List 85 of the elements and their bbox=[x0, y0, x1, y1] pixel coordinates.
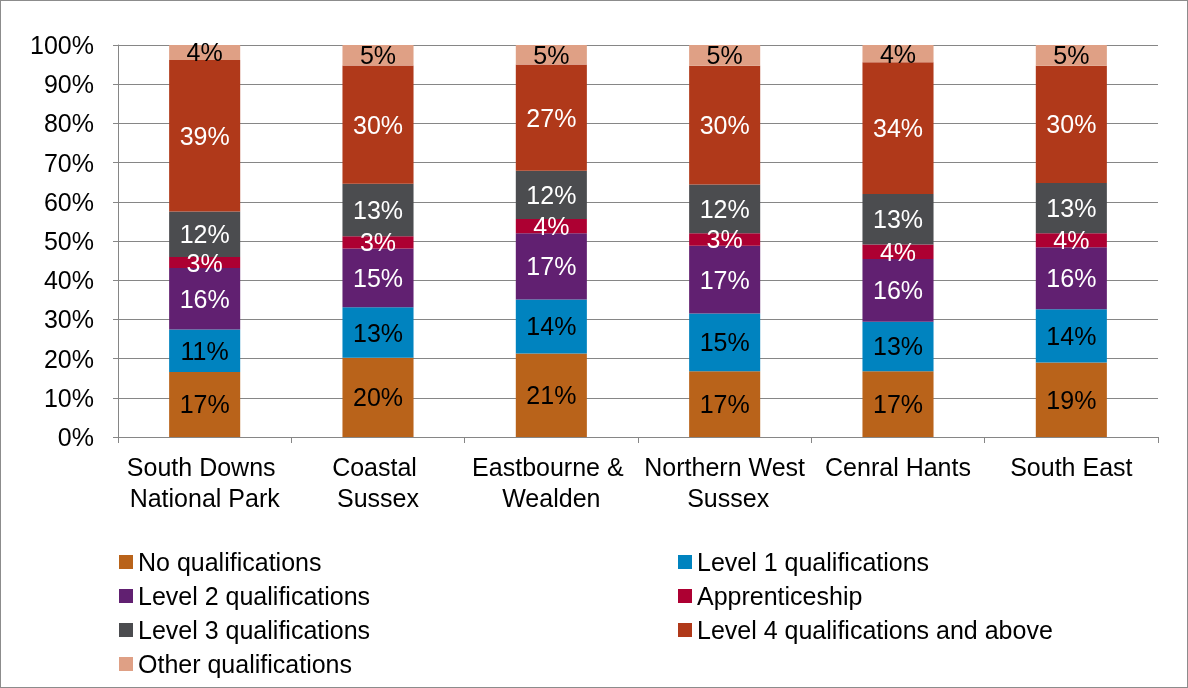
data-label: 5% bbox=[533, 40, 570, 69]
data-label: 34% bbox=[872, 114, 924, 143]
data-label: 4% bbox=[879, 39, 917, 68]
data-label: 30% bbox=[352, 110, 404, 139]
data-label: 15% bbox=[699, 328, 750, 357]
data-label: 13% bbox=[352, 318, 404, 347]
y-tick-label: 10% bbox=[43, 383, 94, 412]
data-label: 14% bbox=[1046, 321, 1097, 350]
legend-label: No qualifications bbox=[138, 548, 322, 576]
data-label: 13% bbox=[872, 205, 924, 234]
bar bbox=[862, 193, 934, 245]
data-label: 17% bbox=[179, 390, 230, 419]
data-label: 17% bbox=[699, 390, 750, 419]
y-tick-label: 30% bbox=[43, 305, 94, 334]
data-label: 5% bbox=[359, 41, 397, 70]
legend-label: Level 2 qualifications bbox=[138, 582, 371, 610]
y-tick-label: 70% bbox=[43, 148, 94, 177]
data-label: 39% bbox=[179, 121, 230, 150]
data-label: 16% bbox=[1046, 264, 1097, 293]
y-tick-label: 80% bbox=[43, 109, 94, 138]
data-label: 13% bbox=[352, 196, 404, 225]
bar bbox=[1035, 65, 1107, 183]
y-tick-label: 50% bbox=[43, 227, 94, 255]
data-label: 3% bbox=[706, 225, 743, 254]
data-label: 4% bbox=[186, 38, 223, 67]
data-label: 11% bbox=[180, 336, 229, 365]
bar bbox=[1035, 309, 1107, 363]
data-label: 17% bbox=[872, 390, 924, 419]
data-label: 17% bbox=[699, 265, 750, 294]
data-label: 5% bbox=[706, 41, 743, 70]
y-tick-label: 60% bbox=[43, 187, 94, 216]
y-tick-label: 0% bbox=[57, 423, 94, 451]
data-label: 17% bbox=[526, 252, 577, 281]
data-label: 27% bbox=[526, 103, 577, 132]
y-tick-label: 100% bbox=[30, 31, 94, 59]
bar bbox=[862, 259, 934, 322]
data-label: 4% bbox=[879, 237, 917, 266]
data-label: 16% bbox=[872, 276, 924, 305]
x-tick-label: Coastal Sussex bbox=[332, 452, 424, 512]
x-tick-label: South Downs National Park bbox=[126, 452, 283, 512]
data-label: 16% bbox=[179, 284, 230, 313]
data-label: 4% bbox=[1053, 226, 1090, 255]
data-label: 4% bbox=[533, 212, 570, 241]
data-label: 30% bbox=[1046, 110, 1097, 139]
y-tick-label: 40% bbox=[43, 266, 94, 295]
data-label: 30% bbox=[699, 111, 750, 140]
data-label: 13% bbox=[872, 332, 924, 361]
bar bbox=[515, 64, 587, 171]
bar bbox=[862, 62, 934, 194]
legend-label: Other qualifications bbox=[138, 650, 353, 678]
legend-label: Apprenticeship bbox=[697, 582, 863, 610]
bar bbox=[342, 65, 414, 184]
bar bbox=[169, 371, 241, 437]
data-label: 20% bbox=[352, 383, 404, 412]
x-tick-label: Northern West Sussex bbox=[644, 452, 806, 512]
x-tick-label: Cenral Hants bbox=[825, 452, 971, 481]
bar bbox=[515, 353, 587, 437]
data-label: 13% bbox=[1046, 194, 1097, 223]
x-tick-label: Eastbourne & Wealden bbox=[472, 452, 631, 512]
bar bbox=[169, 59, 241, 212]
y-tick-label: 20% bbox=[43, 344, 94, 373]
bar bbox=[1035, 247, 1107, 310]
data-label: 12% bbox=[526, 180, 577, 209]
data-label: 12% bbox=[699, 194, 750, 223]
bar bbox=[689, 371, 761, 437]
data-label: 3% bbox=[359, 228, 397, 257]
bar bbox=[1035, 362, 1107, 437]
bar bbox=[515, 299, 587, 354]
data-label: 5% bbox=[1053, 41, 1090, 70]
legend-label: Level 4 qualifications and above bbox=[697, 616, 1053, 644]
data-label: 14% bbox=[526, 312, 577, 341]
data-label: 19% bbox=[1046, 385, 1097, 414]
bar bbox=[342, 307, 414, 358]
data-label: 12% bbox=[179, 220, 230, 249]
bar bbox=[515, 233, 587, 300]
data-label: 15% bbox=[352, 263, 404, 292]
x-tick-label: South East bbox=[1010, 452, 1133, 481]
legend-label: Level 1 qualifications bbox=[697, 548, 930, 576]
data-label: 21% bbox=[526, 381, 577, 410]
y-tick-label: 90% bbox=[43, 70, 94, 99]
data-label: 3% bbox=[186, 248, 223, 277]
bar bbox=[689, 65, 761, 185]
bar bbox=[342, 357, 414, 437]
bar bbox=[862, 371, 934, 437]
legend-label: Level 3 qualifications bbox=[138, 616, 371, 644]
